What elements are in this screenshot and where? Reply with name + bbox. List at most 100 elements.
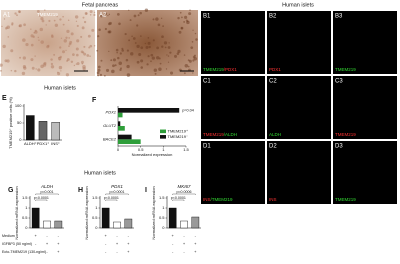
cell (59, 18, 62, 21)
cell (178, 30, 182, 34)
cell (147, 55, 150, 58)
cell (104, 27, 107, 31)
treatment-mark: - (46, 233, 48, 238)
cell (126, 73, 131, 77)
cell (129, 19, 132, 22)
p-value: p=0.04 (182, 109, 194, 113)
cell (0, 63, 3, 67)
cell (147, 36, 150, 39)
cell (104, 12, 108, 16)
bar (38, 121, 48, 141)
cell (45, 24, 47, 26)
cell (176, 52, 180, 55)
cell (148, 45, 151, 49)
cell (53, 53, 56, 56)
p-value: p<0.0001 (104, 196, 119, 200)
treatment-mark: + (57, 241, 60, 246)
cell (80, 35, 83, 38)
cell (81, 26, 85, 30)
panel-label: D2 (269, 144, 277, 150)
panel-label: E (2, 95, 7, 102)
treatment-label: IGFBP3 (50 ng/ml) (2, 242, 32, 246)
panel-label: B2 (269, 14, 277, 20)
y-tick-label: GLUT2 (103, 123, 117, 128)
cell (128, 39, 131, 42)
cell (82, 65, 86, 69)
bracket (35, 193, 59, 195)
cell (97, 68, 101, 72)
treatment-mark: - (172, 241, 174, 246)
treatment-mark: + (104, 233, 107, 238)
bar (118, 112, 123, 118)
bar (118, 134, 132, 140)
treatment-mark: - (35, 241, 37, 246)
title: Human islets (44, 85, 76, 91)
cell (192, 29, 194, 31)
cell (121, 49, 124, 52)
cell (104, 74, 106, 77)
chart-title: PDX1 (111, 184, 123, 189)
x-tick-label: ALDH⁺ (24, 141, 37, 146)
bracket (105, 199, 118, 201)
cell (72, 53, 75, 56)
treatment-mark: - (116, 233, 118, 238)
legend-label: TMEM219⁻ (168, 134, 189, 139)
cell (133, 14, 137, 18)
cell (108, 50, 110, 52)
cell (119, 68, 122, 71)
stain-part: INS (203, 197, 211, 202)
cell (16, 14, 18, 17)
panel-label: F (92, 97, 97, 104)
cell (65, 73, 70, 77)
cell (6, 59, 10, 63)
cell (119, 52, 122, 55)
bracket (172, 199, 185, 201)
cell (62, 23, 65, 26)
cell (38, 39, 40, 41)
cell (169, 51, 172, 54)
cell (42, 63, 47, 67)
panel-label: B1 (203, 14, 211, 20)
cell (167, 46, 171, 49)
cell (167, 61, 170, 63)
cell (70, 32, 74, 36)
bar (43, 220, 51, 229)
cell (59, 46, 62, 49)
cell (96, 71, 100, 75)
stain-label: PDX1 (269, 67, 281, 72)
stain-part: TMEM219 (203, 132, 224, 137)
stain-part: /ALDH (224, 132, 237, 137)
stain-label: INS (269, 197, 277, 202)
cell (83, 20, 87, 24)
treatment-mark: - (183, 233, 185, 238)
cell (0, 69, 2, 72)
cell (145, 45, 149, 49)
cell (126, 64, 130, 69)
cell (152, 18, 155, 21)
cell (22, 56, 26, 60)
cell (192, 59, 195, 62)
cell (152, 39, 155, 42)
cell (11, 23, 14, 26)
treatment-mark: + (116, 241, 119, 246)
treatment-mark: + (171, 233, 174, 238)
cell (40, 40, 44, 44)
cell (131, 35, 133, 38)
cell (14, 12, 17, 15)
cell (183, 72, 186, 75)
cell (150, 53, 154, 57)
cell (99, 73, 103, 77)
cell (184, 63, 189, 68)
cell (75, 20, 78, 22)
bracket (35, 199, 48, 201)
cell (136, 24, 139, 27)
cell (139, 11, 142, 15)
panel-label: C3 (335, 79, 343, 85)
cell (19, 56, 22, 59)
cell (190, 46, 194, 50)
treatment-label: Medium (2, 234, 15, 238)
cell (192, 72, 194, 74)
cell (40, 16, 44, 21)
cell (84, 12, 88, 15)
cell (50, 58, 53, 61)
